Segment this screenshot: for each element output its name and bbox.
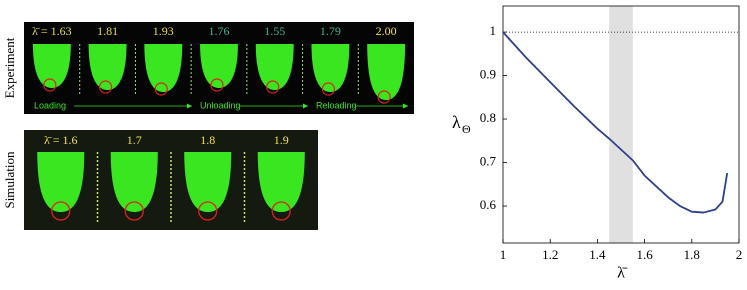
- frame-label: λ̄ = 1.63: [32, 24, 72, 38]
- contact-circle: [266, 80, 280, 94]
- gel-shape: [255, 44, 294, 90]
- contact-circle: [271, 201, 291, 221]
- frame-label: 1.93: [153, 24, 174, 38]
- gel-shape: [257, 152, 305, 212]
- gel-shape: [200, 44, 238, 88]
- x-tick-label: 2: [736, 247, 743, 262]
- frame-label: 1.8: [200, 133, 215, 147]
- gel-shape: [88, 44, 127, 90]
- contact-circle: [198, 201, 218, 221]
- x-tick-label: 1.4: [589, 247, 606, 262]
- gel-shape: [32, 44, 71, 88]
- shaded-band: [609, 6, 633, 243]
- plot-frame: [502, 5, 740, 244]
- contact-circle: [124, 201, 144, 221]
- gel-shape: [144, 44, 183, 92]
- contact-circle: [154, 82, 168, 96]
- x-tick-label: 1.8: [684, 247, 700, 262]
- side-label: Experiment: [2, 37, 17, 98]
- gel-shape: [367, 44, 406, 100]
- contact-circle: [51, 201, 71, 221]
- x-axis-label: λ̄: [617, 265, 628, 282]
- y-tick-label: 0.8: [480, 110, 496, 125]
- gel-shape: [110, 152, 158, 212]
- contact-circle: [43, 78, 57, 92]
- phase-label: Unloading: [200, 100, 241, 110]
- y-axis-label: λ: [452, 112, 461, 132]
- contact-circle: [377, 90, 391, 104]
- gel-shape: [37, 152, 85, 212]
- contact-circle: [98, 80, 113, 94]
- phase-label: Loading: [34, 100, 66, 110]
- frame-label: 1.81: [97, 24, 118, 38]
- arrow-head: [303, 103, 308, 109]
- data-line: [502, 31, 729, 214]
- contact-circle: [210, 78, 224, 92]
- x-tick-label: 1: [500, 247, 507, 262]
- arrow-head: [187, 103, 192, 109]
- frame-label: 1.7: [127, 133, 142, 147]
- contact-circle: [321, 82, 336, 96]
- frame-label: 1.76: [209, 24, 230, 38]
- y-tick-label: 1: [490, 23, 497, 38]
- frame-label: 1.79: [320, 24, 341, 38]
- y-tick-label: 0.7: [480, 154, 497, 169]
- frame-label: 1.9: [274, 133, 289, 147]
- gel-shape: [311, 44, 350, 92]
- y-tick-label: 0.6: [480, 197, 497, 212]
- y-tick-label: 0.9: [480, 67, 496, 82]
- x-tick-label: 1.2: [542, 247, 558, 262]
- frame-label: λ̄ = 1.6: [44, 133, 78, 147]
- y-axis-label-sub: Θ: [462, 122, 471, 136]
- frame-label: 1.55: [264, 24, 285, 38]
- side-label: Simulation: [2, 151, 17, 209]
- frame-label: 2.00: [376, 24, 397, 38]
- gel-shape: [184, 152, 232, 212]
- phase-label: Reloading: [316, 100, 357, 110]
- arrow-head: [403, 103, 408, 109]
- x-tick-label: 1.6: [636, 247, 653, 262]
